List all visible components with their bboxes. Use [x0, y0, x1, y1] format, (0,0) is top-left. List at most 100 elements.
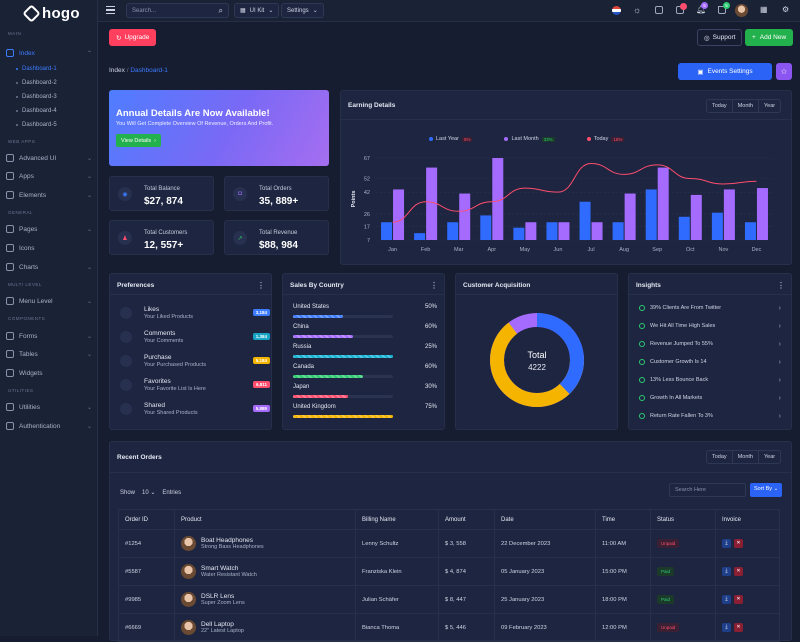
table-row[interactable]: #9985 DSLR Lens Super Zoom Lens Julian Sc… — [118, 585, 780, 614]
col-invoice[interactable]: Invoice — [715, 509, 780, 530]
table-row[interactable]: #1254 Boat Headphones Strong Bass Headpho… — [118, 529, 780, 558]
search-box[interactable]: Search... ⌕ — [126, 3, 229, 18]
sidebar-item-elements[interactable]: Elements ⌄ — [6, 188, 92, 202]
trash-icon[interactable]: ✕ — [734, 567, 743, 576]
trash-icon[interactable]: ✕ — [734, 623, 743, 632]
download-icon[interactable]: ⤓ — [722, 623, 731, 632]
legend-swatch — [586, 137, 591, 141]
sidebar-item-menu-level[interactable]: Menu Level ⌄ — [6, 294, 92, 308]
download-icon[interactable]: ⤓ — [722, 567, 731, 576]
uikit-dropdown[interactable]: ▦ UI Kit ⌄ — [234, 3, 280, 18]
sidebar-item-charts[interactable]: Charts ⌄ — [6, 260, 92, 274]
fullscreen-icon[interactable] — [655, 6, 663, 14]
preference-comments[interactable]: Comments Your Comments 1,384 — [120, 326, 270, 348]
sidebar-item-icons[interactable]: Icons — [6, 241, 92, 255]
col-date[interactable]: Date — [494, 509, 596, 530]
events-settings-button[interactable]: ▣ Events Settings — [678, 63, 772, 80]
sidebar-item-authentication[interactable]: Authentication ⌄ — [6, 419, 92, 433]
table-row[interactable]: #5587 Smart Watch Water Resistant Watch F… — [118, 557, 780, 586]
sidebar-subitem-dashboard-4[interactable]: Dashboard-4 — [16, 108, 57, 114]
widget-icon — [6, 369, 14, 377]
brand-logo[interactable]: hogo — [22, 3, 80, 23]
more-vertical-icon[interactable]: ⋮ — [257, 281, 265, 290]
insight-item[interactable]: Customer Growth Is 14 › — [639, 355, 781, 369]
view-details-button[interactable]: View Details › — [116, 134, 162, 147]
add-new-button[interactable]: + Add New — [745, 29, 794, 46]
preference-shared[interactable]: Shared Your Shared Products 5,889 — [120, 398, 270, 420]
bar-last-year — [381, 222, 393, 240]
legend-last-month[interactable]: Last Month 33% — [504, 136, 555, 142]
col-status[interactable]: Status — [650, 509, 716, 530]
trash-icon[interactable]: ✕ — [734, 539, 743, 548]
sidebar-item-utilities[interactable]: Utilities ⌄ — [6, 400, 92, 414]
sidebar-subitem-dashboard-5[interactable]: Dashboard-5 — [16, 122, 57, 128]
col-order-id[interactable]: Order ID — [118, 509, 175, 530]
insight-item[interactable]: Return Rate Fallen To 3% › — [639, 409, 781, 423]
more-vertical-icon[interactable]: ⋮ — [777, 281, 785, 290]
insight-item[interactable]: 13% Less Bounce Back › — [639, 373, 781, 387]
chevron-down-icon: ⌄ — [86, 404, 92, 411]
sidebar-item-forms[interactable]: Forms ⌄ — [6, 329, 92, 343]
orders-search-input[interactable]: Search Here — [669, 483, 746, 497]
sidebar-item-apps[interactable]: Apps ⌄ — [6, 169, 92, 183]
sidebar-item-tables[interactable]: Tables ⌄ — [6, 347, 92, 361]
status-badge: Unpaid — [657, 539, 680, 548]
tab-year[interactable]: Year — [763, 454, 776, 460]
refresh-icon: ↻ — [116, 34, 122, 42]
insight-item[interactable]: 39% Clients Are From Twitter › — [639, 301, 781, 315]
sidebar-item-widgets[interactable]: Widgets — [6, 366, 92, 380]
legend-last-year[interactable]: Last Year 5% — [429, 136, 473, 142]
sidebar-subitem-dashboard-1[interactable]: Dashboard-1 — [16, 66, 57, 72]
tool-icon — [6, 403, 14, 411]
sidebar-subitem-dashboard-3[interactable]: Dashboard-3 — [16, 94, 57, 100]
favorite-icon[interactable]: ☆ — [776, 63, 792, 80]
flag-icon[interactable] — [612, 6, 621, 15]
sidebar-item-pages[interactable]: Pages ⌄ — [6, 222, 92, 236]
user-avatar[interactable] — [735, 4, 748, 17]
insight-item[interactable]: We Hit All Time High Sales › — [639, 319, 781, 333]
theme-toggle-icon[interactable]: ☼ — [633, 5, 642, 15]
download-icon[interactable]: ⤓ — [722, 539, 731, 548]
sort-by-button[interactable]: Sort By ⌄ — [750, 483, 783, 497]
card-divider — [341, 119, 791, 120]
trash-icon[interactable]: ✕ — [734, 595, 743, 604]
tab-year[interactable]: Year — [763, 103, 776, 109]
legend-today[interactable]: Today 15% — [586, 136, 625, 142]
menu-toggle-icon[interactable] — [106, 6, 115, 14]
table-row[interactable]: #6669 Dell Laptop 22" Latest Laptop Bianc… — [118, 613, 780, 642]
insight-item[interactable]: Growth In All Markets › — [639, 391, 781, 405]
preference-purchase[interactable]: Purchase Your Purchased Products 5,184 — [120, 350, 270, 372]
tab-month[interactable]: Month — [733, 451, 759, 463]
sidebar-item-advanced-ui[interactable]: Advanced UI ⌄ — [6, 151, 92, 165]
tab-today[interactable]: Today — [707, 100, 733, 112]
upgrade-button[interactable]: ↻ Upgrade — [109, 29, 157, 46]
calendar-icon: ▣ — [697, 68, 704, 76]
insight-item[interactable]: Revenue Jumped To 55% › — [639, 337, 781, 351]
cart-icon[interactable] — [718, 6, 726, 14]
settings-dropdown[interactable]: Settings ⌄ — [281, 3, 324, 18]
col-amount[interactable]: Amount — [438, 509, 495, 530]
search-input[interactable]: Search... — [132, 7, 157, 14]
preference-likes[interactable]: Likes Your Liked Products 3,184 — [120, 302, 270, 324]
col-product[interactable]: Product — [174, 509, 356, 530]
more-vertical-icon[interactable]: ⋮ — [430, 281, 438, 290]
support-button[interactable]: ◎ Support — [697, 29, 743, 46]
chevron-right-icon: › — [778, 412, 781, 420]
breadcrumb-root[interactable]: Index — [109, 67, 125, 74]
x-tick-label: Apr — [488, 247, 497, 253]
sidebar-subitem-dashboard-2[interactable]: Dashboard-2 — [16, 80, 57, 86]
y-tick-label: 17 — [364, 224, 370, 230]
download-icon[interactable]: ⤓ — [722, 595, 731, 604]
entries-select[interactable]: 10 ⌄ — [142, 490, 156, 496]
apps-grid-icon[interactable]: ▦ — [760, 5, 768, 14]
search-icon[interactable]: ⌕ — [218, 5, 223, 15]
tab-month[interactable]: Month — [733, 100, 759, 112]
preference-favorites[interactable]: Favorites Your Favorite List Is Here 6,811 — [120, 374, 270, 396]
col-time[interactable]: Time — [595, 509, 651, 530]
sidebar-item-index[interactable]: Index ⌃ — [6, 46, 92, 60]
settings-gear-icon[interactable]: ⚙ — [782, 5, 790, 14]
tab-today[interactable]: Today — [707, 451, 733, 463]
col-billing-name[interactable]: Billing Name — [355, 509, 439, 530]
bell-icon[interactable]: 🔔︎ — [696, 5, 707, 14]
progress-fill — [293, 395, 348, 398]
